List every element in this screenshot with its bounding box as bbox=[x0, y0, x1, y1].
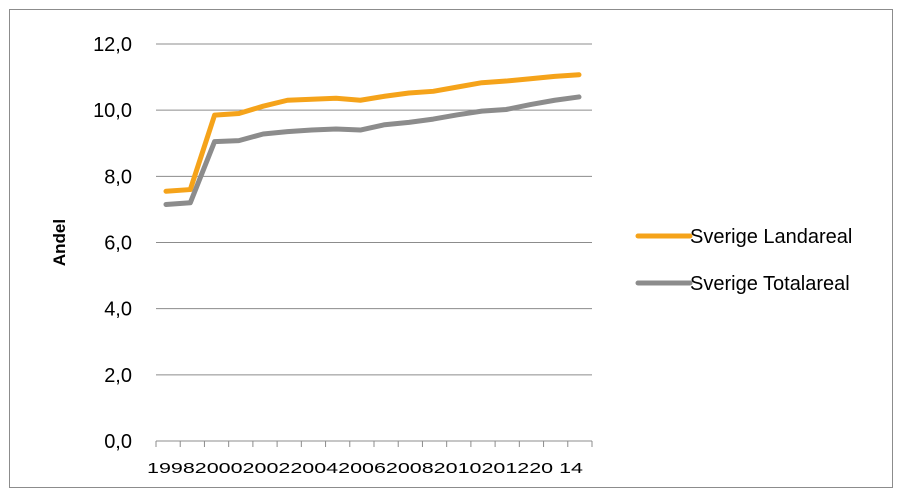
legend-label: Sverige Totalareal bbox=[690, 273, 850, 295]
y-tick-label: 12,0 bbox=[93, 34, 132, 56]
y-tick-label: 6,0 bbox=[104, 233, 132, 255]
legend-label: Sverige Landareal bbox=[690, 226, 852, 248]
gridlines bbox=[155, 43, 593, 447]
line-chart: 0,0 2,0 4,0 6,0 8,0 10,0 12,0 1998200020022004… bbox=[50, 34, 852, 477]
chart-frame: 0,0 2,0 4,0 6,0 8,0 10,0 12,0 1998200020022004… bbox=[9, 9, 893, 488]
y-tick-label: 2,0 bbox=[104, 365, 132, 387]
x-axis-tick-labels: 1998200020022004200620082010201220 14 bbox=[147, 460, 583, 477]
legend: Sverige Landareal Sverige Totalareal bbox=[635, 226, 852, 295]
y-tick-label: 4,0 bbox=[104, 299, 132, 321]
y-tick-label: 8,0 bbox=[104, 166, 132, 188]
series-line-0 bbox=[163, 72, 582, 194]
y-axis-ticks: 0,0 2,0 4,0 6,0 8,0 10,0 12,0 bbox=[93, 34, 132, 453]
y-tick-label: 10,0 bbox=[93, 100, 132, 122]
series-lines bbox=[163, 72, 582, 207]
y-tick-label: 0,0 bbox=[104, 431, 132, 453]
y-axis-label: Andel bbox=[50, 219, 69, 266]
series-line-1 bbox=[163, 94, 582, 207]
